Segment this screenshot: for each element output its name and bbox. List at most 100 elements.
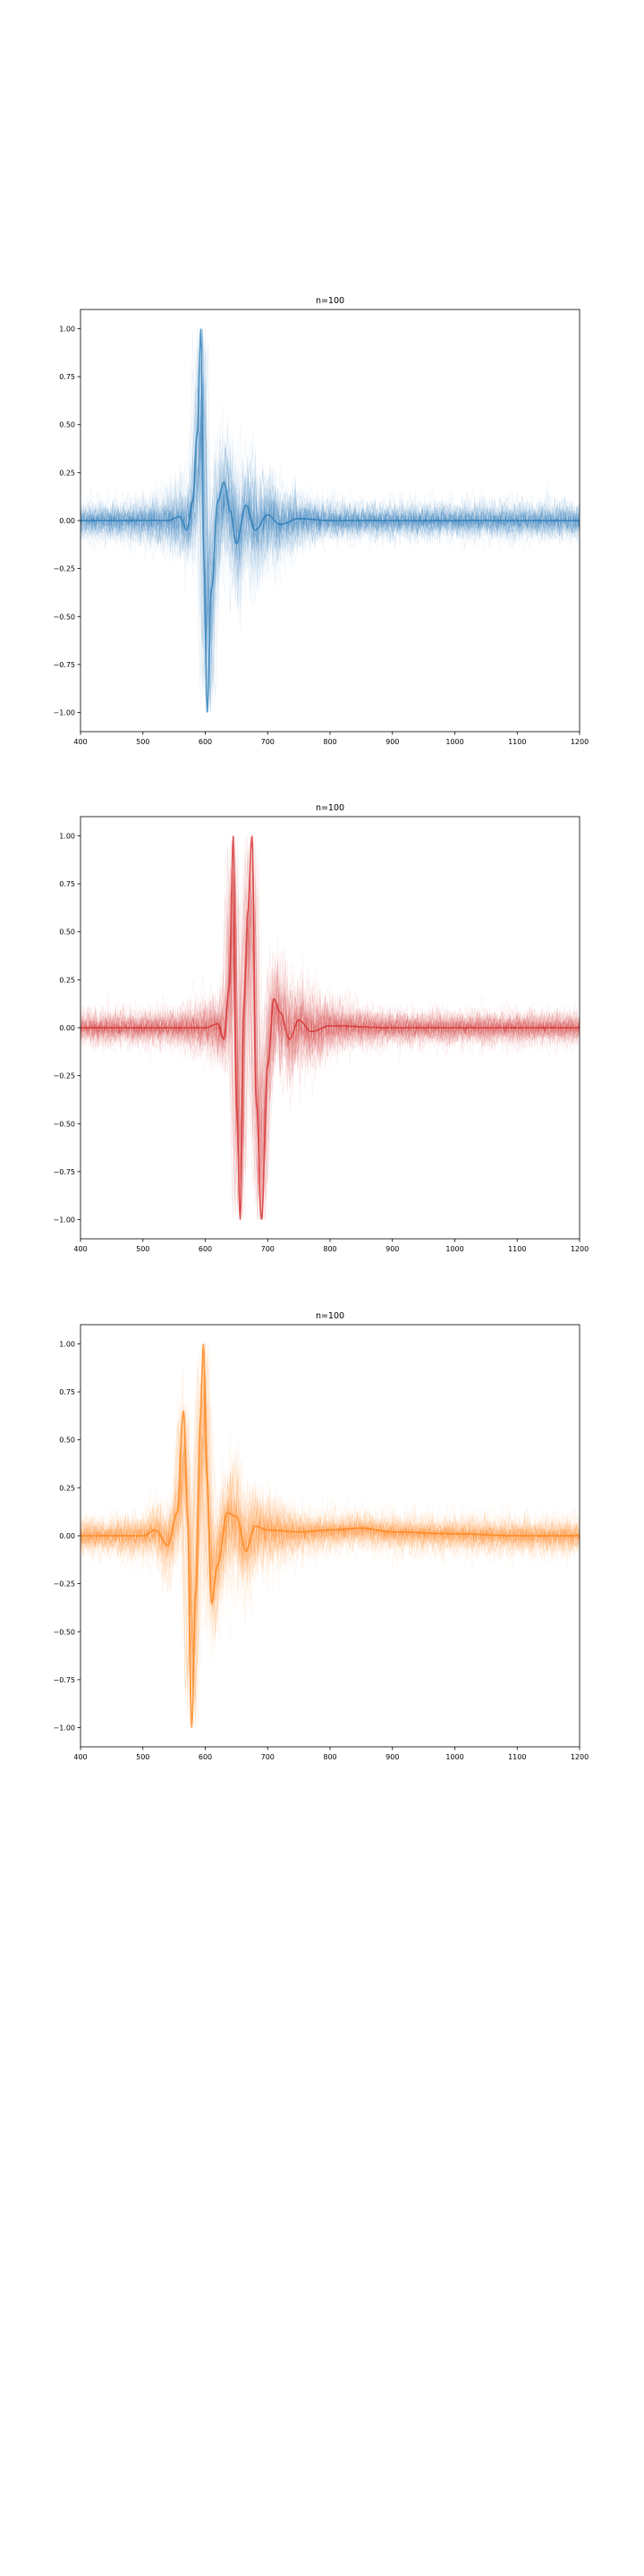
x-tick-label: 800 — [323, 738, 336, 746]
trace-line — [80, 373, 580, 709]
chart-title: n=100 — [316, 1311, 344, 1321]
y-tick-label: −1.00 — [53, 709, 75, 717]
x-tick-label: 400 — [73, 1753, 87, 1761]
trace-line — [80, 869, 580, 1153]
x-tick-label: 600 — [199, 1245, 212, 1253]
trace-line — [80, 1415, 580, 1624]
trace-line — [80, 910, 580, 1149]
trace-line — [80, 386, 580, 635]
trace-line — [80, 1417, 580, 1699]
trace-group — [80, 835, 580, 1221]
trace-line — [80, 429, 580, 648]
trace-line — [80, 384, 580, 713]
trace-line — [80, 420, 580, 635]
trace-line — [80, 432, 580, 637]
trace-line — [80, 882, 580, 1207]
trace-line — [80, 860, 580, 1220]
x-tick-label: 1100 — [508, 738, 526, 746]
trace-line — [80, 1389, 580, 1678]
trace-line — [80, 1390, 580, 1728]
trace-line — [80, 933, 580, 1163]
trace-line — [80, 343, 580, 708]
trace-line — [80, 862, 580, 1179]
trace-line — [80, 1364, 580, 1710]
trace-line — [80, 844, 580, 1216]
trace-line — [80, 1373, 580, 1660]
trace-line — [80, 877, 580, 1186]
y-tick-label: 1.00 — [59, 1340, 75, 1348]
trace-line — [80, 389, 580, 614]
trace-line — [80, 917, 580, 1158]
y-tick-label: −0.75 — [53, 661, 75, 669]
trace-line — [80, 1403, 580, 1669]
trace-line — [80, 368, 580, 705]
trace-line — [80, 845, 580, 1220]
trace-line — [80, 873, 580, 1174]
trace-line — [80, 385, 580, 650]
trace-line — [80, 394, 580, 614]
trace-line — [80, 1383, 580, 1683]
trace-line — [80, 835, 580, 1220]
trace-group — [80, 328, 580, 713]
trace-line — [80, 1452, 580, 1716]
x-tick-label: 900 — [386, 738, 399, 746]
trace-line — [80, 896, 580, 1220]
trace-line — [80, 1378, 580, 1707]
trace-line — [80, 864, 580, 1173]
y-tick-label: 0.75 — [59, 880, 75, 888]
trace-line — [80, 392, 580, 622]
trace-line — [80, 377, 580, 693]
trace-line — [80, 835, 580, 1220]
trace-line — [80, 904, 580, 1195]
trace-line — [80, 380, 580, 666]
trace-line — [80, 330, 580, 706]
trace-line — [80, 1343, 580, 1704]
trace-line — [80, 888, 580, 1215]
trace-line — [80, 329, 580, 665]
trace-line — [80, 1343, 580, 1711]
y-tick-label: −1.00 — [53, 1724, 75, 1733]
trace-line — [80, 402, 580, 644]
trace-line — [80, 1399, 580, 1682]
trace-line — [80, 1442, 580, 1657]
trace-line — [80, 891, 580, 1195]
trace-line — [80, 1401, 580, 1636]
trace-line — [80, 1383, 580, 1728]
trace-line — [80, 1435, 580, 1657]
trace-line — [80, 1394, 580, 1705]
x-tick-label: 800 — [323, 1245, 336, 1253]
trace-line — [80, 852, 580, 1210]
x-tick-label: 400 — [73, 738, 87, 746]
y-tick-label: −0.25 — [53, 1072, 75, 1080]
y-tick-label: 0.00 — [59, 1532, 75, 1540]
y-tick-label: −0.50 — [53, 1628, 75, 1636]
trace-line — [80, 896, 580, 1185]
trace-line — [80, 907, 580, 1160]
y-tick-label: 0.75 — [59, 1388, 75, 1396]
trace-line — [80, 420, 580, 634]
trace-line — [80, 387, 580, 696]
trace-line — [80, 852, 580, 1200]
trace-line — [80, 368, 580, 638]
x-tick-label: 500 — [136, 738, 149, 746]
trace-line — [80, 890, 580, 1182]
trace-line — [80, 835, 580, 1180]
trace-line — [80, 1371, 580, 1687]
series-line — [80, 835, 580, 1220]
trace-line — [80, 1343, 580, 1728]
trace-line — [80, 414, 580, 623]
trace-line — [80, 1355, 580, 1709]
trace-line — [80, 865, 580, 1200]
trace-line — [80, 328, 580, 674]
trace-line — [80, 390, 580, 644]
trace-line — [80, 386, 580, 627]
trace-line — [80, 1454, 580, 1635]
trace-line — [80, 897, 580, 1167]
trace-line — [80, 1382, 580, 1714]
trace-line — [80, 1375, 580, 1728]
trace-line — [80, 1360, 580, 1666]
trace-line — [80, 835, 580, 1220]
trace-line — [80, 413, 580, 660]
trace-line — [80, 1343, 580, 1728]
